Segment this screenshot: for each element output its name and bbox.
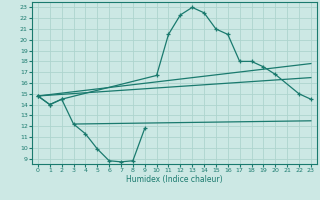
X-axis label: Humidex (Indice chaleur): Humidex (Indice chaleur)	[126, 175, 223, 184]
